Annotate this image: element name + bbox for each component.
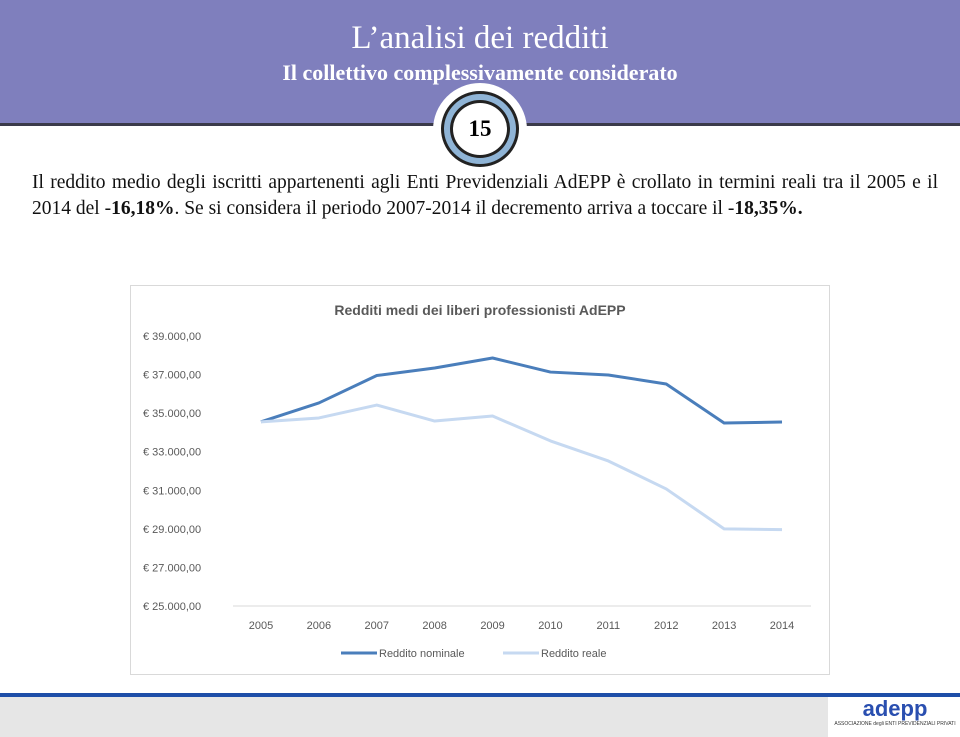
intro-bold-2: 18,35%. (734, 198, 803, 219)
y-tick-label: € 31.000,00 (143, 485, 201, 497)
page-number: 15 (450, 100, 510, 158)
slide-title: L’analisi dei redditi (351, 20, 609, 56)
y-tick-label: € 39.000,00 (143, 331, 201, 343)
income-chart: Redditi medi dei liberi professionisti A… (130, 285, 830, 675)
y-tick-label: € 25.000,00 (143, 601, 201, 613)
x-tick-label: 2007 (365, 620, 389, 632)
x-tick-label: 2013 (712, 620, 736, 632)
x-tick-label: 2005 (249, 620, 273, 632)
x-tick-label: 2012 (654, 620, 678, 632)
adepp-logo: adepp ASSOCIAZIONE degli ENTI PREVIDENZI… (830, 697, 960, 737)
logo-text: ASSOCIAZIONE degli ENTI PREVIDENZIALI PR… (834, 721, 956, 727)
x-tick-label: 2014 (770, 620, 794, 632)
footer-bar (0, 697, 828, 737)
intro-paragraph: Il reddito medio degli iscritti apparten… (32, 170, 938, 222)
logo-mark: adepp (862, 696, 928, 721)
y-tick-label: € 37.000,00 (143, 370, 201, 382)
legend-label-0: Reddito nominale (379, 648, 465, 660)
y-tick-label: € 35.000,00 (143, 408, 201, 420)
series-line-0 (260, 356, 783, 425)
legend-label-1: Reddito reale (541, 648, 606, 660)
chart-svg: Redditi medi dei liberi professionisti A… (143, 302, 811, 660)
intro-bold-1: 16,18% (111, 198, 175, 219)
slide-subtitle: Il collettivo complessivamente considera… (282, 60, 678, 85)
footer-divider (0, 693, 960, 697)
x-tick-label: 2010 (538, 620, 562, 632)
series-line-1 (260, 403, 783, 532)
y-tick-label: € 27.000,00 (143, 562, 201, 574)
intro-text-2: . Se si considera il periodo 2007-2014 i… (174, 198, 735, 219)
x-tick-label: 2011 (597, 620, 621, 632)
y-tick-label: € 29.000,00 (143, 524, 201, 536)
y-tick-label: € 33.000,00 (143, 447, 201, 459)
intro-text-1: Il reddito medio degli iscritti apparten… (32, 172, 938, 219)
x-tick-label: 2009 (480, 620, 504, 632)
x-tick-label: 2006 (307, 620, 331, 632)
x-tick-label: 2008 (422, 620, 446, 632)
chart-title: Redditi medi dei liberi professionisti A… (334, 302, 625, 318)
page-number-badge: 15 (441, 91, 519, 167)
